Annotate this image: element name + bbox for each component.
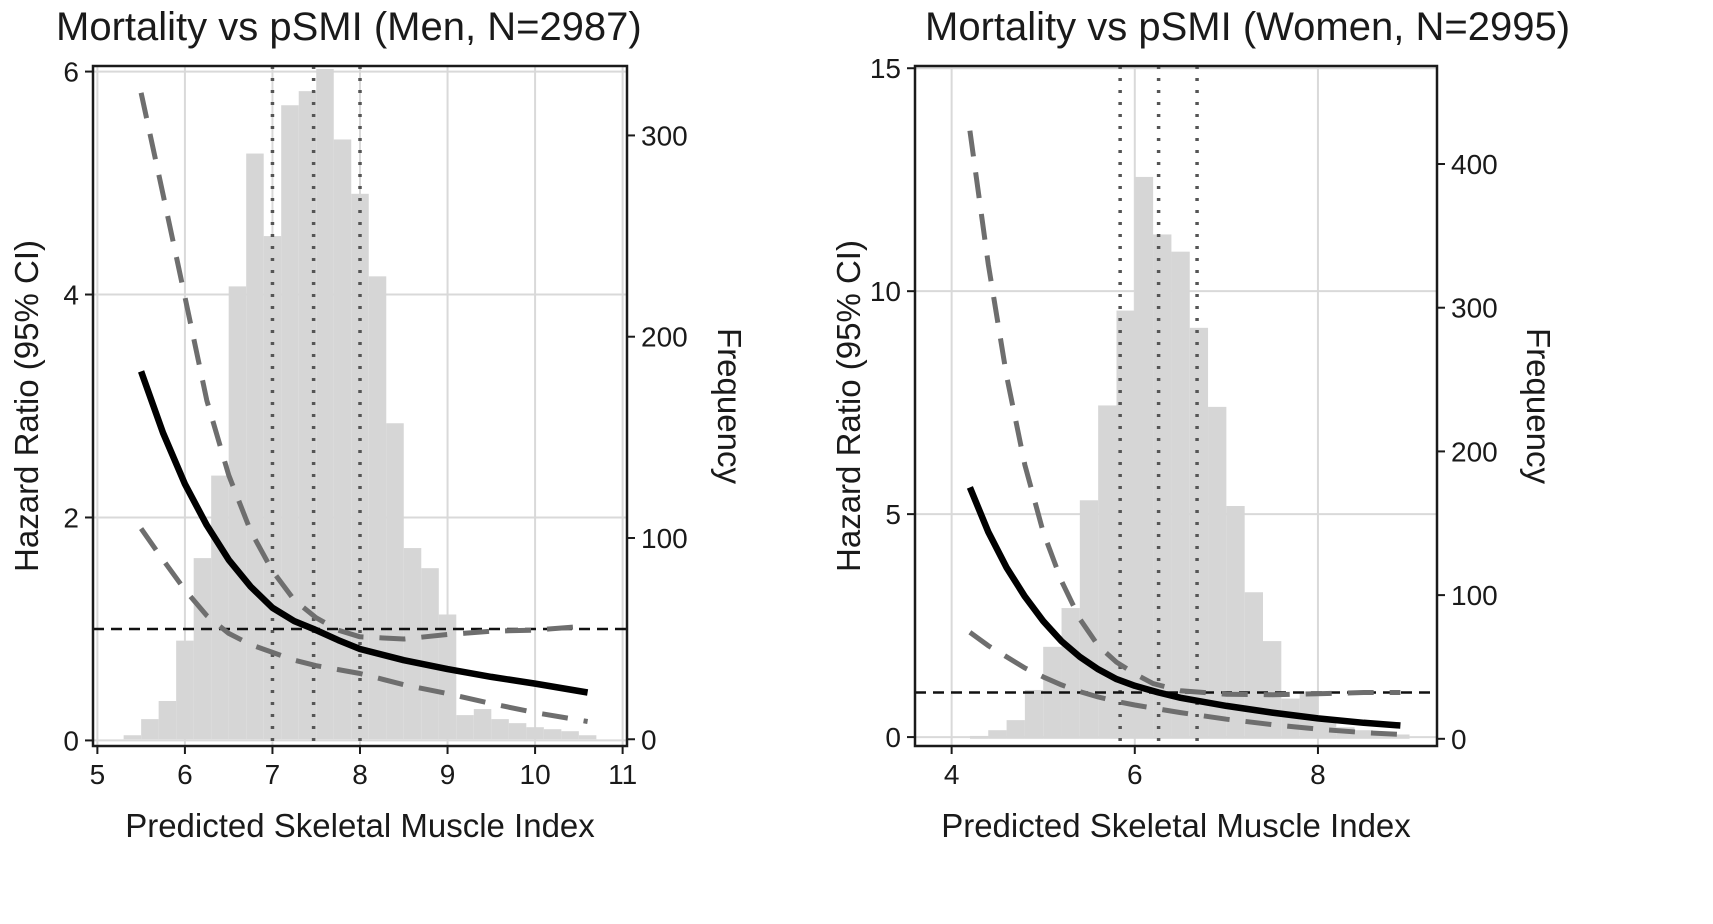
histogram-bar	[988, 730, 1007, 739]
y2-tick-label: 0	[641, 724, 657, 755]
histogram-bar	[1098, 405, 1117, 739]
x-tick-label: 8	[1310, 759, 1326, 790]
x-tick-label: 9	[440, 759, 456, 790]
histogram-bar	[298, 91, 317, 740]
x-tick-label: 6	[177, 759, 193, 790]
y2-tick-label: 300	[641, 120, 688, 151]
histogram-bar	[141, 719, 159, 740]
y-tick-label: 15	[870, 53, 901, 84]
upper-ci-line	[138, 92, 580, 642]
y2-tick-label: 100	[641, 523, 688, 554]
histogram-bar	[158, 701, 177, 740]
histogram-bar	[246, 153, 264, 740]
histogram-bar	[491, 719, 509, 740]
y2-axis-title: Frequency	[1520, 328, 1557, 484]
hazard-ratio-line	[138, 370, 589, 696]
histogram-bar	[438, 614, 457, 740]
histogram-bar	[1079, 500, 1099, 739]
histogram-bar	[1244, 592, 1263, 739]
histogram-bar	[228, 286, 247, 740]
hazard-ratio-line	[966, 486, 1401, 729]
histogram-bar	[1043, 646, 1062, 739]
histogram-bar	[969, 735, 989, 739]
y2-axis-title: Frequency	[711, 328, 748, 484]
y2-tick-label: 100	[1451, 580, 1498, 611]
histogram-bar	[526, 727, 544, 740]
histogram-bar	[1317, 721, 1337, 739]
y2-tick-label: 0	[1451, 724, 1467, 755]
y-tick-label: 0	[63, 725, 79, 756]
y-axis-title: Hazard Ratio (95% CI)	[8, 240, 45, 572]
histogram-bar	[1189, 327, 1209, 739]
histogram-bar	[176, 640, 194, 740]
histogram-bar	[1134, 176, 1154, 739]
y-tick-label: 5	[885, 499, 901, 530]
panel-border	[913, 64, 1439, 748]
histogram-bar	[543, 729, 562, 740]
histogram-bar	[1208, 406, 1227, 739]
x-tick-label: 11	[608, 759, 637, 790]
x-tick-label: 8	[352, 759, 368, 790]
chart-title: Mortality vs pSMI (Men, N=2987)	[56, 5, 642, 49]
x-axis-title: Predicted Skeletal Muscle Index	[125, 807, 595, 844]
histogram-bar	[333, 139, 352, 740]
y-tick-label: 0	[885, 722, 901, 753]
histogram-bar	[211, 475, 229, 740]
histogram-bar	[386, 423, 404, 740]
histogram-bar	[508, 723, 527, 740]
y-axis-title: Hazard Ratio (95% CI)	[830, 240, 867, 572]
lower-ci-line	[968, 630, 1401, 737]
y2-tick-label: 300	[1451, 293, 1498, 324]
histogram-bar	[561, 731, 579, 740]
histogram-bar	[1061, 608, 1080, 739]
upper-ci-line	[967, 130, 1401, 698]
histogram-bar	[351, 193, 369, 740]
y-tick-label: 2	[63, 502, 79, 533]
chart-women: 4 6 8 0 5 10 15 0 100 200 300 400 Mortality vs pSMI …	[830, 5, 1570, 844]
y2-tick-label: 200	[641, 322, 688, 353]
histogram-bar	[1171, 251, 1190, 739]
histogram-bar	[421, 568, 439, 740]
y2-tick-label: 400	[1451, 149, 1498, 180]
y-tick-label: 10	[870, 276, 901, 307]
x-axis-title: Predicted Skeletal Muscle Index	[941, 807, 1411, 844]
y-tick-label: 6	[63, 57, 79, 88]
histogram-bar	[123, 735, 142, 740]
histogram-bar	[193, 558, 212, 740]
histogram-bar	[1153, 234, 1172, 739]
x-tick-label: 5	[90, 759, 106, 790]
histogram-bar	[1354, 730, 1373, 739]
histogram-bar	[578, 735, 597, 740]
histogram-bar	[403, 548, 422, 740]
histogram-bar	[281, 105, 299, 740]
histogram-bar	[456, 715, 474, 740]
lower-ci-line	[139, 527, 589, 724]
histogram-bar	[1024, 689, 1044, 739]
histogram-bar	[473, 709, 492, 740]
histogram-bar	[1006, 720, 1025, 739]
histogram-bar	[368, 276, 387, 740]
histogram-bar	[1226, 506, 1245, 739]
x-tick-label: 6	[1127, 759, 1143, 790]
histogram-bar	[1391, 734, 1410, 739]
x-tick-label: 10	[520, 759, 551, 790]
y2-tick-label: 200	[1451, 436, 1498, 467]
chart-title: Mortality vs pSMI (Women, N=2995)	[925, 5, 1570, 49]
x-tick-label: 7	[265, 759, 281, 790]
x-tick-label: 4	[944, 759, 960, 790]
y-tick-label: 4	[63, 280, 79, 311]
histogram-bar	[316, 69, 334, 740]
